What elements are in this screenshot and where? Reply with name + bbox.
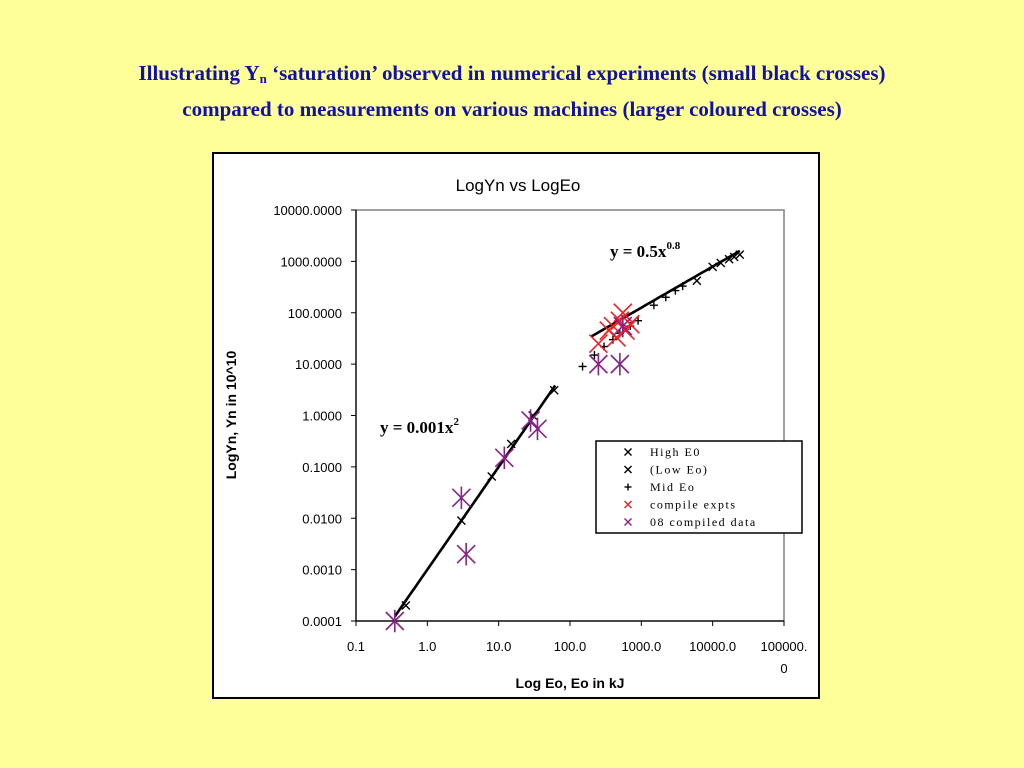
data-point <box>634 316 643 325</box>
marker-stroke <box>624 518 632 526</box>
data-point <box>608 335 617 344</box>
data-point <box>610 352 630 376</box>
y-tick-label: 100.0000 <box>288 306 342 321</box>
data-point <box>588 334 608 354</box>
marker-stroke <box>624 465 632 474</box>
legend-label: 08 compiled data <box>650 515 757 529</box>
x-tick-label: 1.0 <box>418 639 436 654</box>
y-axis-label: LogYn, Yn in 10^10 <box>223 351 239 480</box>
marker-stroke <box>735 250 745 260</box>
legend-marker <box>624 500 632 509</box>
series-0 <box>692 250 745 286</box>
data-point <box>588 352 608 376</box>
legend: High E0 (Low Eo) Mid Eo compile expts 08 com… <box>595 440 803 534</box>
y-tick-label: 1.0000 <box>302 409 342 424</box>
x-tick-label: 1000.0 <box>621 639 661 654</box>
y-tick-label: 0.0010 <box>302 563 342 578</box>
legend-label: High E0 <box>650 445 701 459</box>
data-point <box>603 316 623 336</box>
legend-marker <box>624 448 632 456</box>
data-point <box>716 258 726 268</box>
y-tick-label: 0.1000 <box>302 460 342 475</box>
data-point <box>456 516 466 526</box>
marker-stroke <box>724 254 734 264</box>
x-tick-label: 0.1 <box>347 639 365 654</box>
data-point <box>549 385 559 395</box>
data-point <box>451 486 471 510</box>
data-point <box>724 254 734 264</box>
data-point <box>708 262 718 272</box>
data-points <box>385 250 745 633</box>
data-point <box>678 282 687 291</box>
marker-stroke <box>624 500 632 509</box>
data-point <box>613 303 633 323</box>
x-tick-label: 100.0 <box>554 639 587 654</box>
marker-stroke <box>613 303 633 323</box>
plot-area <box>355 209 785 622</box>
x-axis-label: Log Eo, Eo in kJ <box>516 675 625 691</box>
data-point <box>494 446 514 470</box>
data-point <box>520 409 541 432</box>
marker-stroke <box>401 601 411 611</box>
x-tick-label: 10000.0 <box>689 639 736 654</box>
chart-frame: LogYn vs LogEo 0.0001 0.0010 0.0100 0.1000 1… <box>212 152 820 699</box>
data-point <box>527 417 548 441</box>
data-point <box>735 250 745 260</box>
legend-label: Mid Eo <box>650 480 695 494</box>
x-tick-label: 10.0 <box>486 639 511 654</box>
marker-stroke <box>729 252 739 262</box>
data-point <box>487 471 497 481</box>
fit-line-lower <box>393 384 557 618</box>
marker-stroke <box>487 471 497 481</box>
marker-stroke <box>456 516 466 526</box>
data-point <box>692 276 702 286</box>
slide-title: Illustrating Yn ‘saturation’ observed in… <box>0 58 1024 125</box>
data-point <box>729 252 739 262</box>
y-tick-label: 10.0000 <box>295 357 342 372</box>
marker-stroke <box>692 276 702 286</box>
data-point <box>506 439 516 449</box>
legend-label: (Low Eo) <box>650 463 708 477</box>
data-point <box>385 609 405 633</box>
legend-label: compile expts <box>650 498 736 512</box>
marker-stroke <box>588 334 608 354</box>
marker-stroke <box>549 385 559 395</box>
marker-stroke <box>620 314 640 334</box>
data-point <box>661 293 670 302</box>
slide-title-line2: compared to measurements on various mach… <box>182 97 842 121</box>
legend-marker <box>624 483 632 491</box>
series-4 <box>385 314 633 633</box>
marker-stroke <box>708 262 718 272</box>
y-tick-label: 0.0100 <box>302 511 342 526</box>
marker-stroke <box>624 448 632 456</box>
data-point <box>578 362 587 371</box>
x-tick-label: 100000. <box>761 639 808 654</box>
data-point <box>671 286 680 295</box>
data-point <box>649 301 658 310</box>
data-point <box>456 542 476 566</box>
y-tick-label: 1000.0000 <box>281 254 342 269</box>
y-tick-label: 10000.0000 <box>273 203 342 218</box>
x-axis: 0.1 1.0 10.0 100.0 1000.0 10000.0 100000. 0 <box>347 620 808 676</box>
marker-stroke <box>506 439 516 449</box>
data-point <box>590 351 599 360</box>
legend-marker <box>624 465 632 474</box>
data-point <box>620 314 640 334</box>
legend-marker <box>624 518 632 526</box>
marker-stroke <box>716 258 726 268</box>
x-tick-label-continued: 0 <box>780 661 787 676</box>
y-axis: 0.0001 0.0010 0.0100 0.1000 1.0000 10.0000 100… <box>273 203 357 629</box>
slide-title-line1: Illustrating Yn ‘saturation’ observed in… <box>138 61 886 86</box>
fit-equation-lower: y = 0.001x2 <box>380 416 459 437</box>
marker-stroke <box>603 316 623 336</box>
data-point <box>613 314 633 338</box>
chart-svg: LogYn vs LogEo 0.0001 0.0010 0.0100 0.1000 1… <box>223 176 808 691</box>
data-point <box>401 601 411 611</box>
y-tick-label: 0.0001 <box>302 614 342 629</box>
series-3 <box>588 303 640 354</box>
fit-equation-upper: y = 0.5x0.8 <box>610 240 681 261</box>
chart-title: LogYn vs LogEo <box>456 176 581 195</box>
